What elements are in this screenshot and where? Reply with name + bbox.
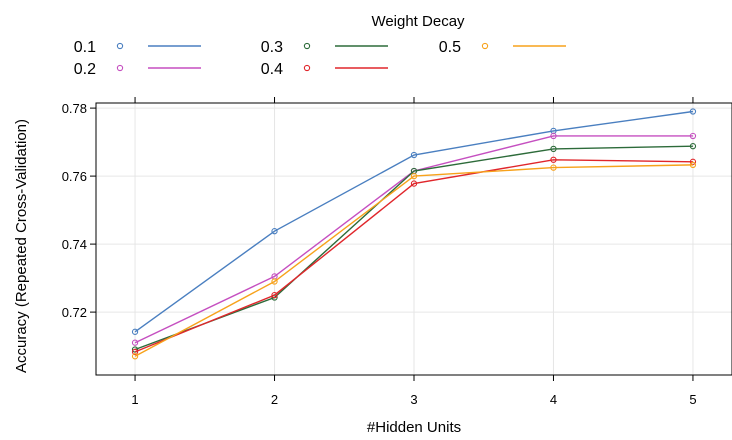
x-axis-label: #Hidden Units (367, 419, 461, 436)
data-point (689, 132, 697, 140)
series-0.5 (131, 161, 697, 360)
y-tick-label: 0.72 (62, 305, 87, 320)
legend-marker (116, 42, 124, 50)
data-point (271, 291, 278, 299)
series-line (134, 159, 693, 353)
legend-entry: 0.3 (261, 39, 388, 56)
x-tick-label: 3 (410, 392, 417, 407)
legend: Weight Decay 0.1 0.2 0.3 0.4 0.5 (74, 13, 566, 78)
x-tick-label: 5 (689, 392, 696, 407)
data-point (689, 108, 697, 115)
x-tick-label: 2 (271, 392, 278, 407)
data-point (410, 180, 418, 187)
legend-marker (303, 42, 311, 50)
legend-label: 0.3 (261, 39, 283, 56)
data-point (689, 161, 697, 169)
x-tick-label: 4 (550, 392, 557, 407)
series-0.4 (131, 156, 697, 356)
series-line (134, 164, 693, 357)
series-line (134, 110, 694, 333)
legend-label: 0.4 (261, 61, 283, 78)
y-tick-label: 0.76 (62, 169, 87, 184)
data-point (550, 132, 557, 140)
legend-marker (116, 64, 124, 72)
data-point (410, 172, 418, 180)
legend-marker (303, 64, 311, 72)
y-axis-label: Accuracy (Repeated Cross-Validation) (13, 119, 30, 373)
data-point (131, 346, 139, 353)
legend-entry: 0.4 (261, 61, 388, 78)
data-point (550, 145, 557, 153)
grid (96, 103, 732, 375)
data-point (271, 228, 278, 235)
y-tick-label: 0.74 (62, 237, 87, 252)
legend-marker (481, 42, 489, 50)
legend-entry: 0.5 (439, 39, 566, 56)
series-line (134, 145, 693, 351)
data-point (689, 158, 697, 165)
data-point (689, 143, 697, 150)
data-point (131, 328, 139, 335)
data-point (550, 156, 557, 163)
legend-label: 0.5 (439, 39, 461, 56)
legend-label: 0.2 (74, 61, 96, 78)
data-point (550, 164, 557, 171)
data-point (410, 151, 418, 159)
data-point (271, 278, 278, 285)
legend-entry: 0.1 (74, 39, 201, 56)
series-layer (131, 108, 697, 360)
axis-ticks: 1 2 3 4 5 0.72 0.74 0.76 0.78 (62, 97, 697, 407)
data-point (131, 339, 139, 346)
legend-label: 0.1 (74, 39, 96, 56)
legend-title: Weight Decay (371, 13, 465, 30)
legend-entry: 0.2 (74, 61, 201, 78)
x-tick-label: 1 (131, 392, 138, 407)
data-point (131, 353, 139, 360)
y-tick-label: 0.78 (62, 101, 87, 116)
data-point (131, 348, 139, 356)
